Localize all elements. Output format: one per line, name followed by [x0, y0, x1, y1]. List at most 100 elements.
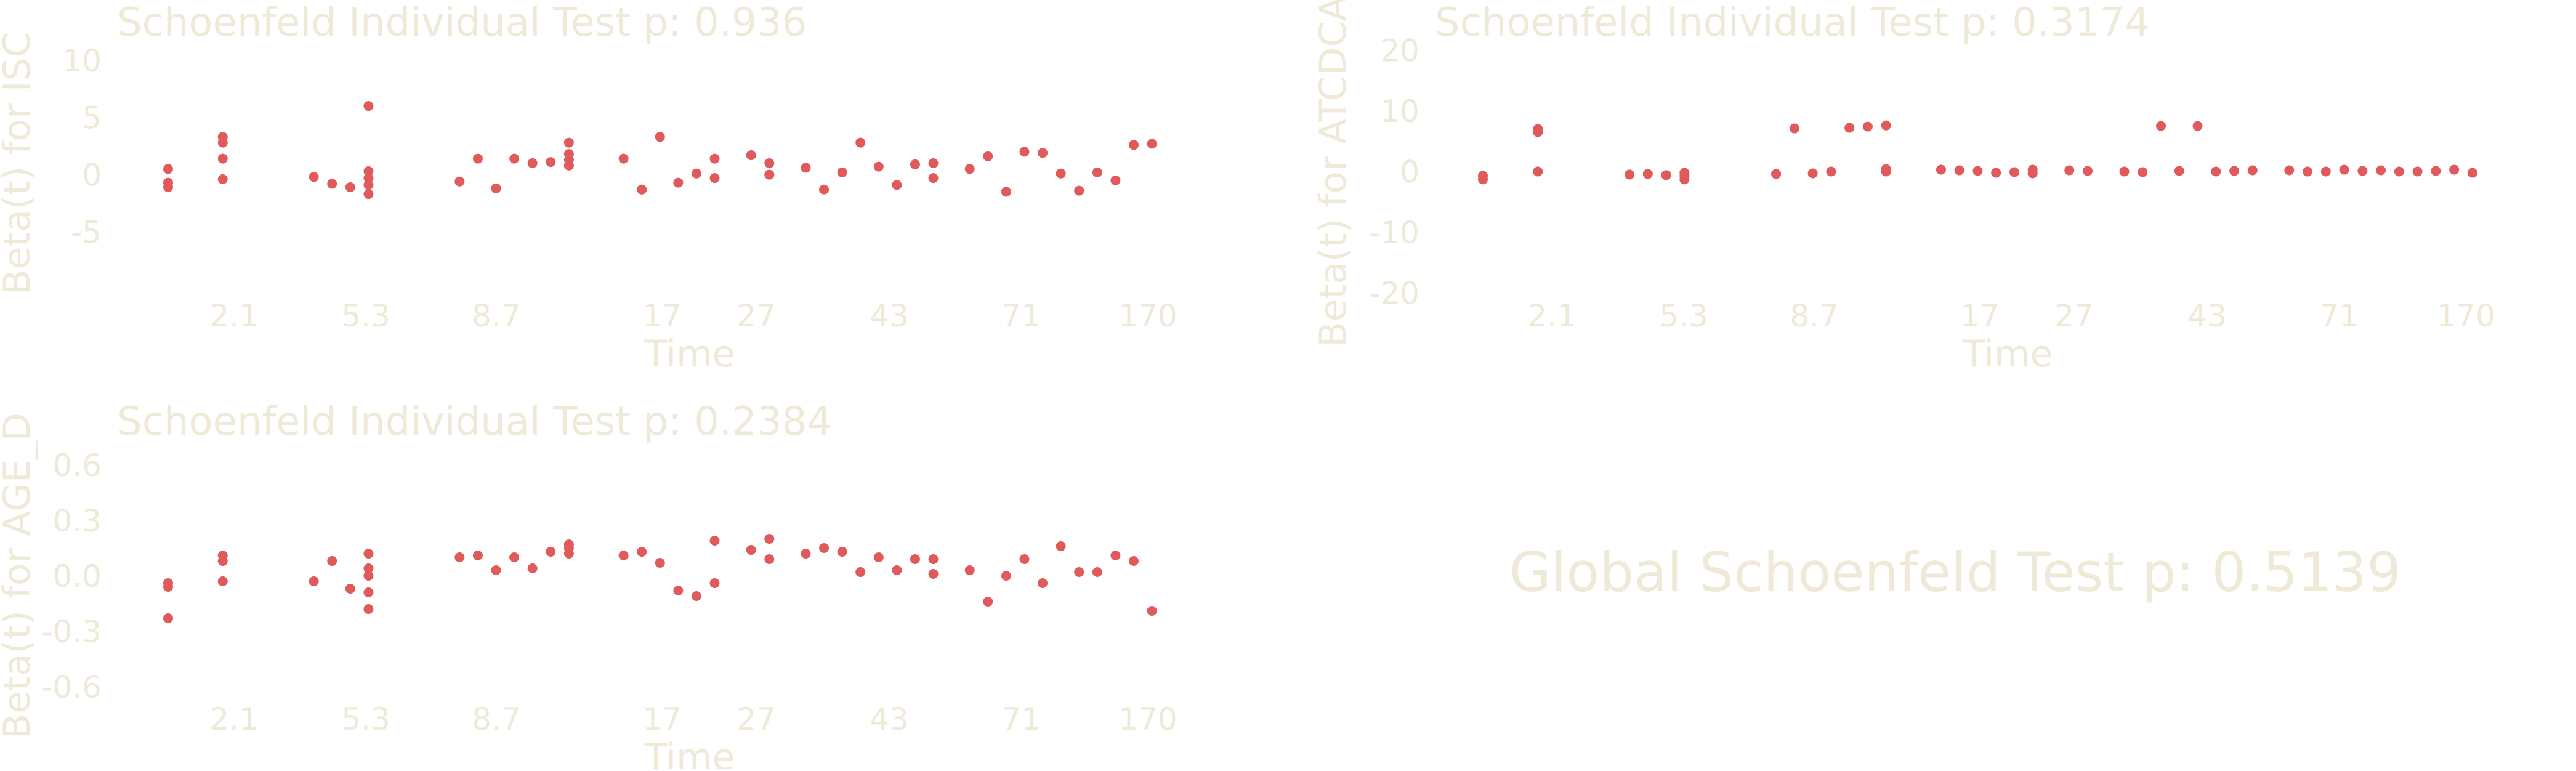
data-point: [363, 166, 374, 176]
data-point: [2009, 167, 2019, 177]
y-tick-label: -20: [1369, 276, 1419, 312]
data-point: [1147, 139, 1157, 149]
data-point: [345, 182, 355, 192]
data-point: [618, 153, 629, 164]
data-point: [1642, 169, 1653, 179]
data-point: [454, 552, 465, 562]
chart-title: Schoenfeld Individual Test p: 0.2384: [117, 399, 832, 445]
x-tick-label: 71: [1001, 701, 1041, 737]
y-tick-label: -0.3: [41, 614, 102, 650]
data-point: [217, 137, 228, 148]
x-tick-label: 5.3: [341, 701, 390, 737]
data-point: [217, 153, 228, 164]
data-point: [801, 163, 811, 173]
x-tick-label: 2.1: [209, 701, 259, 737]
x-tick-label: 27: [737, 298, 776, 334]
data-point: [2192, 121, 2203, 131]
y-tick-label: 20: [1380, 33, 1419, 68]
data-point: [1110, 551, 1121, 560]
data-point: [527, 563, 538, 573]
y-tick-label: 10: [1380, 94, 1419, 129]
data-point: [2467, 168, 2477, 178]
x-tick-label: 43: [870, 298, 909, 334]
data-point: [1056, 168, 1066, 179]
data-point: [217, 556, 228, 566]
data-point: [2064, 165, 2075, 176]
data-point: [1128, 140, 1139, 150]
data-point: [1533, 166, 1543, 177]
data-point: [637, 184, 647, 195]
x-tick-label: 27: [737, 701, 776, 737]
data-point: [928, 569, 939, 579]
data-point: [163, 182, 173, 192]
data-point: [1771, 169, 1782, 179]
data-point: [1954, 165, 1964, 176]
y-tick-label: 0: [1400, 155, 1419, 190]
x-tick-label: 71: [2319, 298, 2359, 334]
data-point: [2412, 166, 2423, 177]
data-point: [2339, 164, 2349, 175]
data-point: [855, 137, 866, 148]
data-point: [1661, 170, 1671, 180]
data-point: [1844, 123, 1855, 133]
x-tick-label: 170: [2436, 298, 2495, 334]
y-tick-label: 0: [82, 158, 102, 193]
data-point: [345, 584, 355, 594]
data-point: [819, 184, 830, 195]
data-point: [509, 153, 520, 164]
data-point: [2119, 166, 2130, 177]
data-point: [1092, 167, 1102, 177]
x-tick-label: 8.7: [472, 701, 521, 737]
data-point: [217, 576, 228, 586]
data-point: [928, 158, 939, 168]
data-point: [363, 173, 374, 184]
data-point: [472, 153, 483, 164]
data-point: [309, 172, 319, 182]
y-tick-label: 0.3: [52, 503, 102, 539]
data-point: [1019, 554, 1030, 564]
data-point: [163, 613, 173, 623]
data-point: [910, 159, 920, 169]
data-point: [546, 157, 556, 168]
data-point: [363, 604, 374, 614]
data-point: [2211, 166, 2221, 177]
data-point: [673, 586, 684, 595]
data-point: [1038, 578, 1048, 588]
data-point: [819, 543, 830, 553]
data-point: [709, 173, 720, 184]
data-point: [709, 536, 720, 546]
data-point: [928, 554, 939, 564]
data-point: [855, 567, 866, 577]
chart-title: Schoenfeld Individual Test p: 0.3174: [1435, 0, 2150, 46]
data-point: [2247, 165, 2258, 176]
data-point: [2174, 166, 2184, 176]
x-tick-label: 5.3: [341, 298, 390, 334]
y-axis-label: Beta(t) for ATCDCA: [1312, 0, 1355, 347]
x-tick-label: 2.1: [1527, 298, 1577, 334]
y-tick-label: -10: [1369, 215, 1419, 251]
data-point: [1936, 164, 1946, 175]
data-point: [1019, 147, 1030, 157]
data-point: [910, 554, 920, 564]
x-tick-label: 71: [1001, 298, 1041, 334]
data-point: [491, 565, 501, 575]
data-point: [163, 582, 173, 592]
x-tick-label: 17: [1960, 298, 2000, 334]
data-point: [764, 534, 775, 544]
x-tick-label: 43: [870, 701, 909, 737]
data-point: [327, 179, 337, 189]
x-tick-label: 17: [642, 701, 682, 737]
data-point: [2229, 166, 2240, 176]
data-point: [1056, 541, 1066, 551]
data-point: [655, 558, 665, 568]
data-point: [1092, 567, 1102, 577]
y-tick-label: -5: [71, 214, 102, 250]
data-point: [964, 565, 975, 575]
data-point: [454, 176, 465, 187]
x-tick-label: 5.3: [1659, 298, 1708, 334]
data-point: [2376, 165, 2386, 176]
data-point: [363, 549, 374, 559]
data-point: [1807, 168, 1818, 179]
